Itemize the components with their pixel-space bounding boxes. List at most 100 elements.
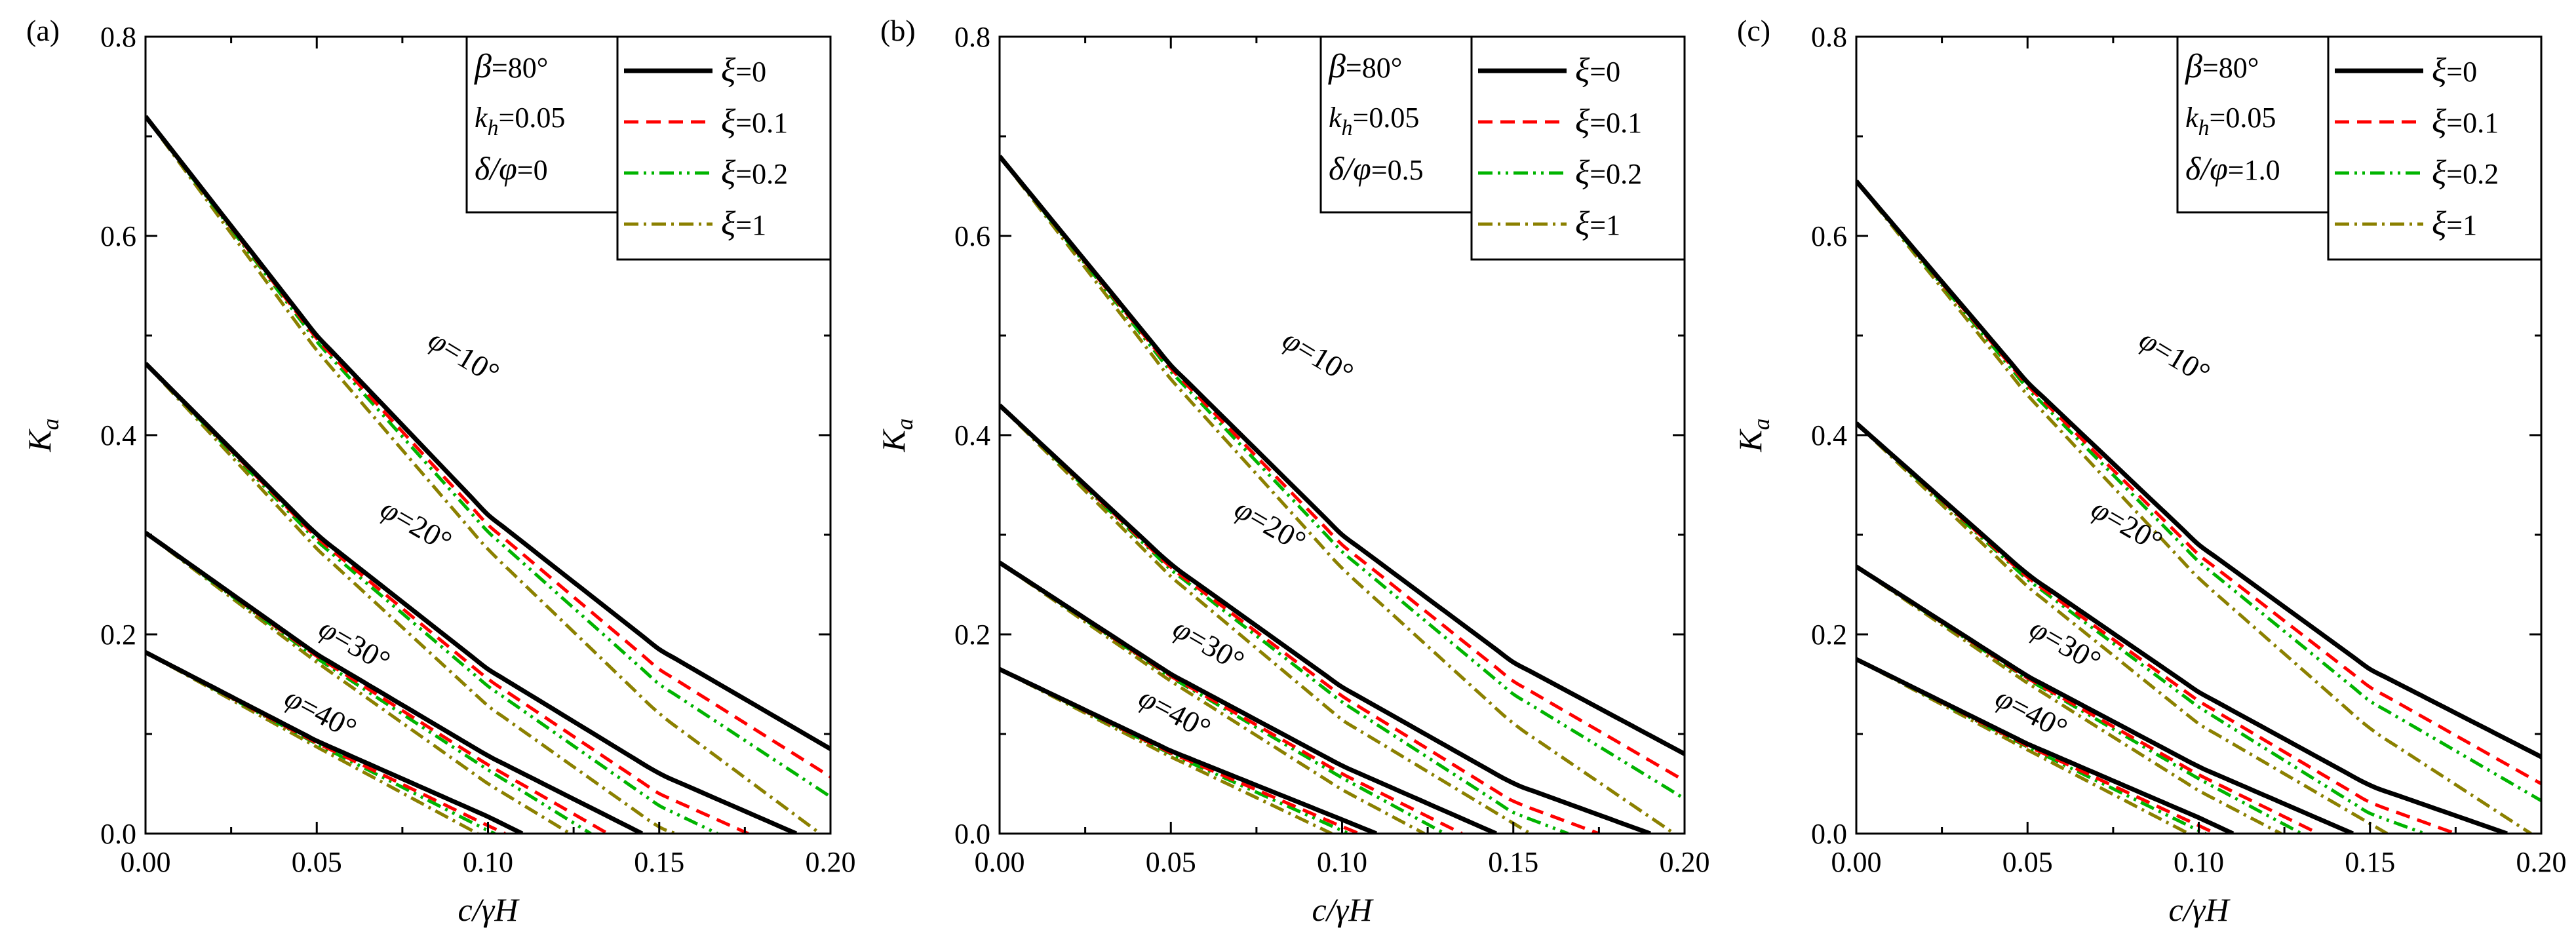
series-line xyxy=(1000,404,1569,834)
series-line xyxy=(1000,667,1378,834)
y-axis-label: Ka xyxy=(1732,418,1774,452)
series-line xyxy=(1856,565,2303,834)
x-tick-label: 0.00 xyxy=(1831,846,1882,878)
curve-label-phi: φ=10° xyxy=(1277,322,1359,390)
series-line xyxy=(1000,403,1651,834)
curves xyxy=(1000,155,1685,834)
series-line xyxy=(1000,404,1532,834)
legend-label: ξ=0.2 xyxy=(1575,154,1642,191)
x-tick-label: 0.15 xyxy=(1488,846,1538,878)
y-tick-label: 0.8 xyxy=(100,21,136,53)
legend-label: ξ=0 xyxy=(1575,52,1620,89)
series-line xyxy=(146,362,798,834)
legend: ξ=0 ξ=0.1 ξ=0.2 ξ=1 xyxy=(2327,35,2543,261)
legend-label: ξ=0.1 xyxy=(721,103,788,140)
series-line xyxy=(1856,421,2389,834)
legend-label: ξ=0 xyxy=(2432,52,2477,89)
param-kh: kh=0.05 xyxy=(2185,102,2276,140)
x-tick-label: 0.20 xyxy=(806,846,856,878)
legend-label: ξ=0.2 xyxy=(721,154,788,191)
x-tick-label: 0.10 xyxy=(1317,846,1367,878)
x-tick-label: 0.00 xyxy=(975,846,1025,878)
legend-frame xyxy=(2327,35,2543,261)
x-tick-label: 0.15 xyxy=(2345,846,2395,878)
series-line xyxy=(1856,421,2508,834)
series-line xyxy=(1856,421,2457,834)
curve-label-phi: φ=40° xyxy=(279,680,362,745)
series-line xyxy=(146,650,524,834)
series-line xyxy=(1000,155,1675,834)
x-axis-label: c/γH xyxy=(458,891,520,928)
series-line xyxy=(1856,421,2426,834)
param-beta: β=80° xyxy=(1328,48,1402,85)
series-line xyxy=(1000,561,1463,834)
param-beta: β=80° xyxy=(2185,48,2259,85)
panel-label: (c) xyxy=(1737,14,1770,47)
series-line xyxy=(146,115,821,834)
y-axis-label: Ka xyxy=(21,418,64,452)
y-tick-label: 0.6 xyxy=(100,220,136,252)
series-line xyxy=(1856,657,2206,834)
series-line xyxy=(1856,565,2320,834)
series-line xyxy=(146,115,830,751)
param-delta-phi: δ/φ=0 xyxy=(475,150,548,187)
curve-label-phi: φ=10° xyxy=(423,322,505,390)
x-tick-label: 0.05 xyxy=(292,846,342,878)
series-line xyxy=(1000,155,1685,756)
legend-label: ξ=1 xyxy=(1575,205,1620,242)
x-tick-label: 0.20 xyxy=(1660,846,1710,878)
y-tick-label: 0.2 xyxy=(100,619,136,651)
param-kh: kh=0.05 xyxy=(1329,102,1419,140)
series-line xyxy=(1000,561,1426,834)
series-line xyxy=(1856,565,2282,834)
y-tick-label: 0.2 xyxy=(1811,619,1847,651)
series-line xyxy=(1856,180,2541,760)
y-tick-label: 0.2 xyxy=(954,619,990,651)
series-line xyxy=(1856,180,2532,834)
legend-label: ξ=0.1 xyxy=(2432,103,2499,140)
x-tick-label: 0.05 xyxy=(1146,846,1196,878)
series-line xyxy=(146,531,572,834)
chart-panel-1: (a)φ=10°φ=20°φ=30°φ=40°0.00 0.05 0.10 0.15 0… xyxy=(21,14,856,928)
panel-label: (a) xyxy=(26,14,60,47)
parameter-box: β=80° kh=0.05 δ/φ=1.0 xyxy=(2176,35,2330,214)
y-tick-label: 0.0 xyxy=(1811,818,1847,850)
series-line xyxy=(146,531,644,834)
series-line xyxy=(1856,657,2234,834)
y-tick-label: 0.4 xyxy=(1811,419,1847,452)
x-axis-label: c/γH xyxy=(1312,891,1375,928)
curve-label-phi: φ=40° xyxy=(1990,680,2073,745)
y-tick-label: 0.0 xyxy=(100,818,136,850)
panel-label: (b) xyxy=(880,14,916,47)
curve-label-phi: φ=10° xyxy=(2134,322,2216,390)
y-tick-label: 0.8 xyxy=(954,21,990,53)
legend: ξ=0 ξ=0.1 ξ=0.2 ξ=1 xyxy=(616,35,832,261)
legend-label: ξ=0 xyxy=(721,52,766,89)
y-tick-label: 0.8 xyxy=(1811,21,1847,53)
y-tick-label: 0.0 xyxy=(954,818,990,850)
curves xyxy=(1856,180,2541,834)
x-tick-label: 0.20 xyxy=(2516,846,2567,878)
parameter-box: β=80° kh=0.05 δ/φ=0 xyxy=(465,35,619,214)
y-tick-label: 0.4 xyxy=(954,419,990,452)
x-tick-label: 0.10 xyxy=(463,846,513,878)
parameter-box: β=80° kh=0.05 δ/φ=0.5 xyxy=(1319,35,1473,214)
parameter-box-frame xyxy=(465,35,619,214)
param-beta: β=80° xyxy=(474,48,548,85)
x-tick-label: 0.15 xyxy=(634,846,684,878)
x-tick-label: 0.00 xyxy=(121,846,171,878)
x-axis-label: c/γH xyxy=(2169,891,2231,928)
series-line xyxy=(146,362,718,834)
chart-panel-2: (b)φ=10°φ=20°φ=30°φ=40°0.00 0.05 0.10 0.15 0… xyxy=(875,14,1710,928)
y-tick-label: 0.4 xyxy=(100,419,136,452)
y-tick-label: 0.6 xyxy=(1811,220,1847,252)
curves xyxy=(146,115,830,834)
legend-frame xyxy=(616,35,832,261)
chart-panel-3: (c)φ=10°φ=20°φ=30°φ=40°0.00 0.05 0.10 0.15 0… xyxy=(1732,14,2567,928)
legend-label: ξ=0.1 xyxy=(1575,103,1642,140)
y-axis-label: Ka xyxy=(875,418,918,452)
parameter-box-frame xyxy=(2176,35,2330,214)
series-line xyxy=(1000,560,1498,834)
y-tick-label: 0.6 xyxy=(954,220,990,252)
